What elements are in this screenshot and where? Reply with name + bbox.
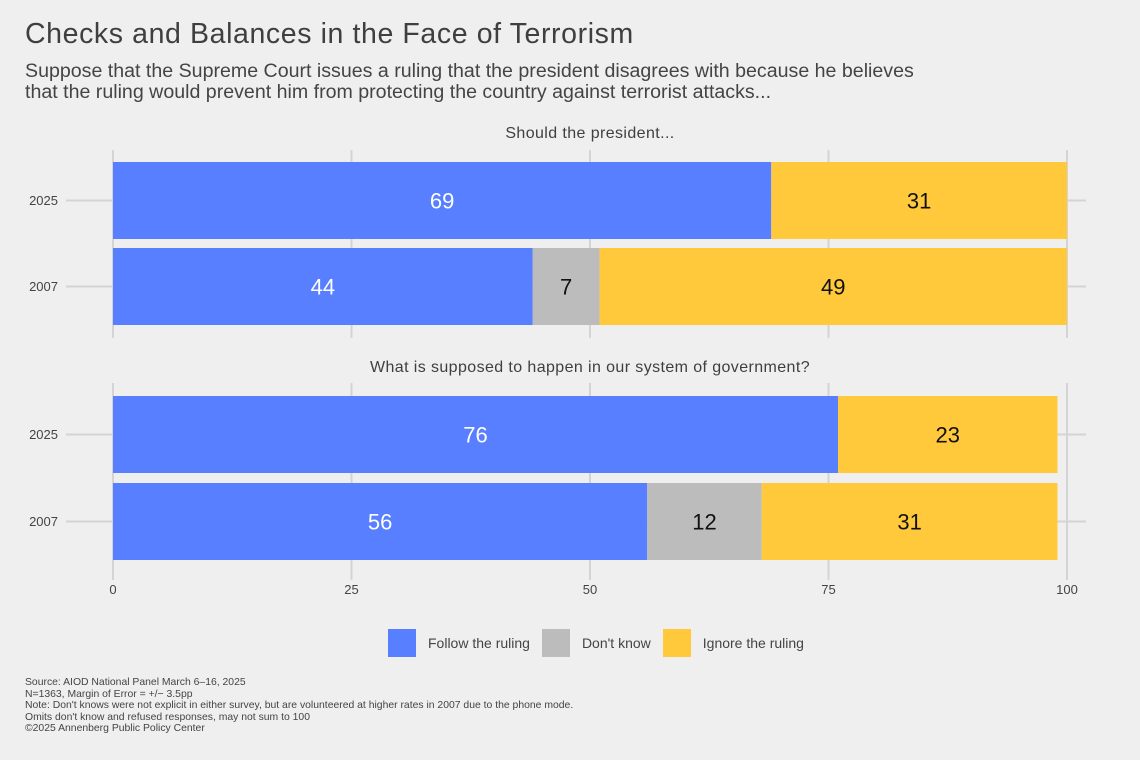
bar-value-label: 12	[692, 510, 716, 535]
x-tick-label: 50	[583, 582, 597, 597]
bar-value-label: 44	[311, 275, 335, 300]
legend-item-ignore: Ignore the ruling	[662, 629, 804, 657]
footer-source: Source: AIOD National Panel March 6–16, …	[25, 677, 246, 688]
bar-value-label: 7	[560, 275, 572, 300]
chart-title: Checks and Balances in the Face of Terro…	[25, 18, 634, 50]
footer-copyright: ©2025 Annenberg Public Policy Center	[25, 723, 205, 735]
y-tick-label: 2007	[29, 279, 58, 294]
footer-omits: Omits don't know and refused responses, …	[25, 711, 310, 723]
bar-segment	[113, 483, 648, 560]
bar-value-label: 56	[368, 510, 392, 535]
legend-item-dont-know: Don't know	[541, 629, 651, 657]
panel-title: What is supposed to happen in our system…	[370, 359, 810, 376]
bar-segment	[838, 396, 1058, 473]
footer-note: Note: Don't knows were not explicit in e…	[25, 700, 574, 712]
bar-segment	[532, 248, 600, 325]
bar-value-label: 76	[463, 423, 487, 448]
x-tick-label: 75	[821, 582, 835, 597]
bar-segment	[113, 248, 533, 325]
y-tick-label: 2025	[29, 427, 58, 442]
y-tick-label: 2007	[29, 514, 58, 529]
bar-value-label: 69	[430, 189, 454, 214]
bar-value-label: 23	[936, 423, 960, 448]
bar-segment	[761, 483, 1058, 560]
x-tick-label: 25	[344, 582, 358, 597]
bar-segment	[113, 162, 772, 239]
bar-segment	[113, 396, 839, 473]
bar-value-label: 31	[907, 189, 931, 214]
chart-subtitle: Suppose that the Supreme Court issues a …	[25, 60, 914, 103]
bar-segment	[771, 162, 1067, 239]
x-tick-label: 0	[109, 582, 116, 597]
x-tick-label: 100	[1056, 582, 1078, 597]
legend-swatch-dont-know	[541, 629, 570, 657]
legend-swatch-follow	[388, 629, 416, 657]
bar-value-label: 49	[821, 275, 845, 300]
legend-label-dont-know: Don't know	[581, 635, 651, 651]
legend-item-follow: Follow the ruling	[388, 629, 530, 657]
panel-title: Should the president...	[505, 125, 674, 142]
y-tick-label: 2025	[29, 193, 58, 208]
bar-segment	[647, 483, 762, 560]
legend-swatch-ignore	[662, 629, 691, 657]
bar-segment	[599, 248, 1067, 325]
footer-notes: Source: AIOD National Panel March 6–16, …	[25, 677, 573, 735]
legend: Follow the ruling Don't know Ignore the …	[388, 628, 816, 658]
legend-label-ignore: Ignore the ruling	[702, 635, 804, 651]
bar-value-label: 31	[897, 510, 921, 535]
legend-label-follow: Follow the ruling	[428, 635, 530, 651]
footer-sample-size: N=1363, Margin of Error = +/− 3.5pp	[25, 688, 193, 700]
